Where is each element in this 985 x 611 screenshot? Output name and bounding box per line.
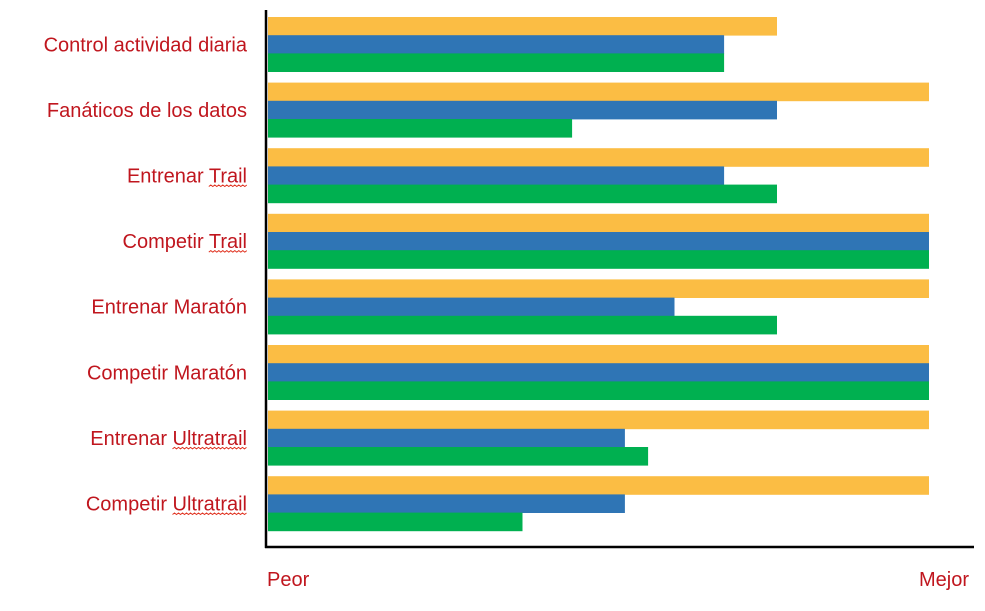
bar-1-category-2 (268, 82, 929, 102)
bar-1-category-5 (268, 279, 929, 298)
category-label-2: Fanáticos de los datos (47, 100, 247, 122)
category-labels-group: Control actividad diaria Fanáticos de los… (44, 34, 248, 515)
bar-2-category-7 (268, 428, 625, 448)
bar-3-category-8 (268, 512, 523, 532)
x-axis-end-label: Mejor (919, 569, 969, 591)
bar-2-category-8 (268, 494, 625, 513)
bar-3-category-5 (268, 315, 777, 335)
bars-group (268, 17, 929, 532)
bar-1-category-7 (268, 410, 929, 430)
category-label-5: Entrenar Maratón (91, 297, 247, 319)
spellcheck-underline (208, 249, 248, 253)
category-label-6: Competir Maratón (87, 362, 247, 384)
bar-1-category-3 (268, 148, 929, 167)
category-label-4: Competir Trail (123, 231, 247, 253)
category-label-7: Entrenar Ultratrail (90, 428, 247, 450)
x-axis-start-label: Peor (267, 569, 310, 591)
bar-2-category-1 (268, 35, 725, 54)
spellcheck-underline (172, 446, 247, 450)
bar-1-category-1 (268, 17, 777, 36)
spellcheck-underline (172, 512, 247, 516)
category-label-1: Control actividad diaria (44, 34, 248, 56)
bar-2-category-4 (268, 232, 929, 251)
bar-3-category-4 (268, 250, 929, 269)
bar-2-category-2 (268, 100, 777, 120)
bar-3-category-2 (268, 119, 573, 138)
bar-3-category-6 (268, 381, 929, 400)
category-label-8: Competir Ultratrail (86, 494, 247, 516)
bar-3-category-3 (268, 184, 777, 204)
category-label-3: Entrenar Trail (127, 166, 247, 188)
bar-1-category-4 (268, 213, 929, 233)
bar-3-category-7 (268, 447, 649, 466)
bar-1-category-8 (268, 476, 929, 495)
spellcheck-underline (208, 184, 248, 188)
bar-2-category-5 (268, 297, 675, 317)
bar-1-category-6 (268, 345, 929, 364)
bar-3-category-1 (268, 53, 725, 72)
bar-2-category-6 (268, 363, 929, 382)
bar-2-category-3 (268, 166, 725, 185)
